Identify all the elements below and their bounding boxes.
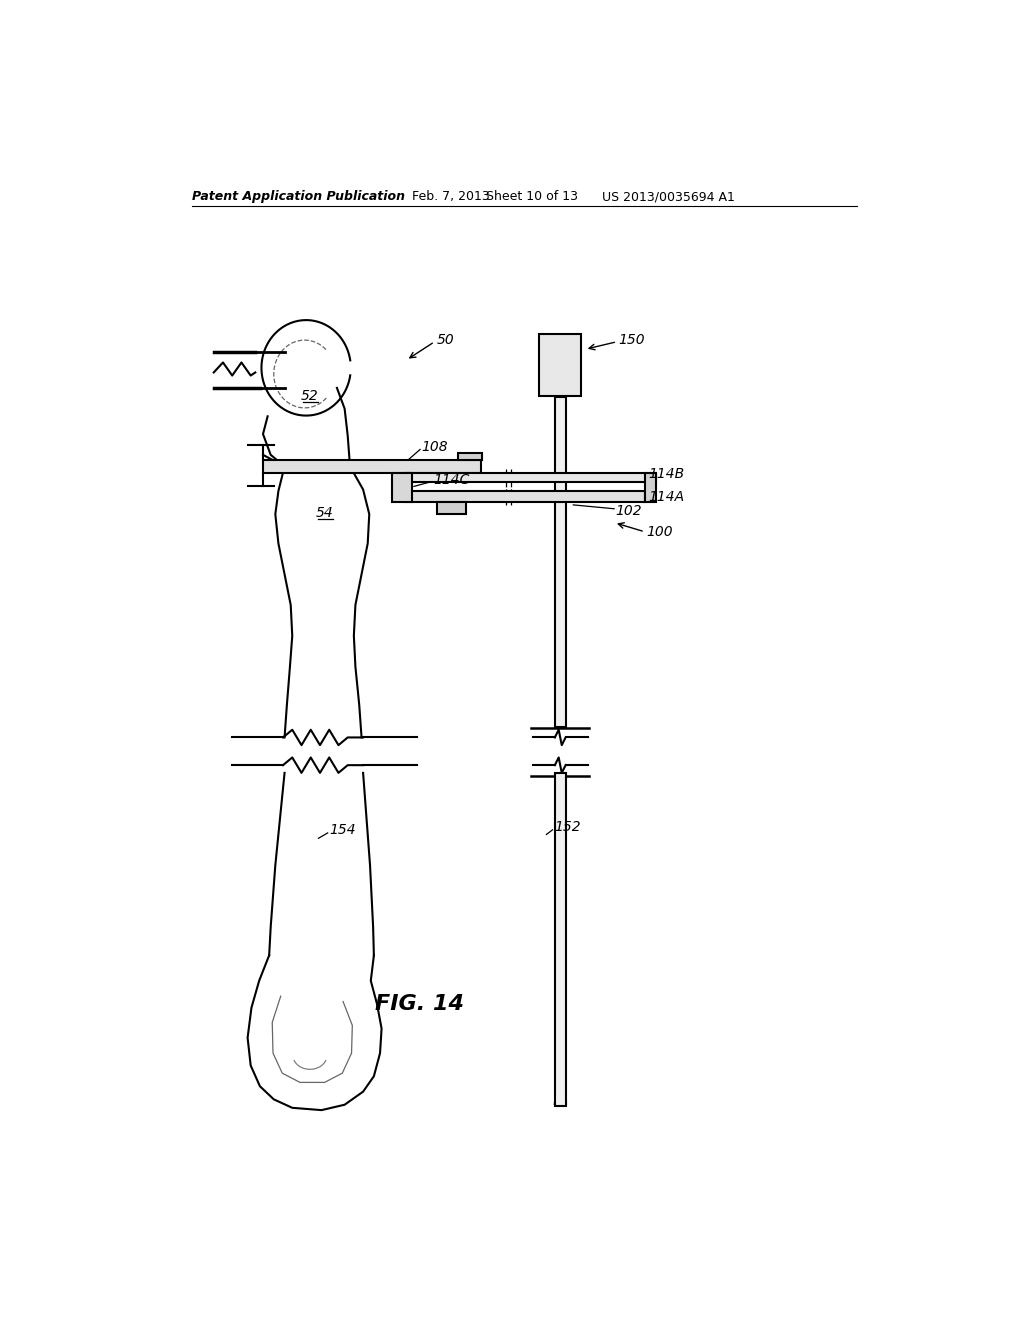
Text: 114B: 114B <box>649 467 685 480</box>
Bar <box>407 491 645 502</box>
Text: Patent Application Publication: Patent Application Publication <box>193 190 406 203</box>
Text: Feb. 7, 2013: Feb. 7, 2013 <box>412 190 489 203</box>
Text: 114A: 114A <box>649 490 685 504</box>
Text: 150: 150 <box>618 333 645 347</box>
Text: 108: 108 <box>422 440 449 454</box>
Text: 50: 50 <box>437 333 455 347</box>
Text: 100: 100 <box>646 525 673 539</box>
Bar <box>392 473 412 502</box>
Bar <box>458 453 482 461</box>
Bar <box>645 473 655 502</box>
Text: 102: 102 <box>615 504 642 517</box>
Bar <box>263 461 481 473</box>
Text: 114C: 114C <box>433 474 470 487</box>
Bar <box>540 334 581 396</box>
Bar <box>407 473 655 482</box>
Text: 154: 154 <box>330 822 356 837</box>
Bar <box>555 397 565 726</box>
Bar <box>437 502 466 515</box>
Text: 52: 52 <box>301 388 318 403</box>
Text: Sheet 10 of 13: Sheet 10 of 13 <box>486 190 579 203</box>
Text: 54: 54 <box>315 506 334 520</box>
Text: FIG. 14: FIG. 14 <box>375 994 464 1014</box>
Bar <box>555 774 565 1106</box>
Text: 152: 152 <box>554 820 581 834</box>
Text: US 2013/0035694 A1: US 2013/0035694 A1 <box>602 190 734 203</box>
